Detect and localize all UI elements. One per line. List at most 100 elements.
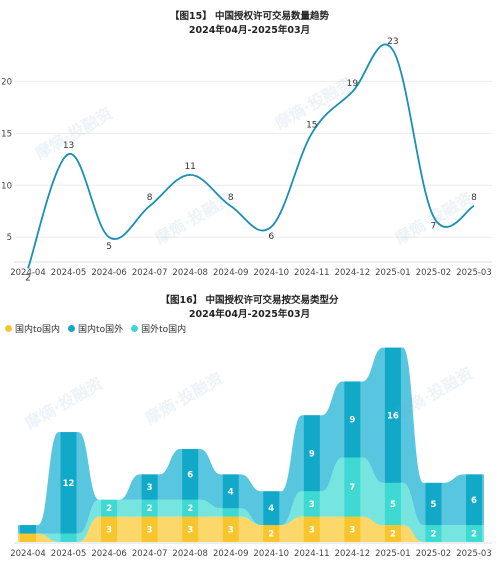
data-label: 11 — [184, 162, 195, 172]
segment-label: 2 — [268, 530, 274, 540]
legend-label: 国外to国内 — [141, 325, 187, 335]
segment-label: 9 — [349, 415, 355, 425]
data-label: 8 — [471, 193, 477, 203]
x-tick-label: 2025-02 — [416, 549, 452, 559]
x-tick-label: 2024-12 — [335, 268, 371, 278]
stack-segment — [182, 499, 199, 517]
data-label: 6 — [268, 232, 274, 242]
stack-segment — [344, 381, 361, 458]
x-tick-label: 2024-11 — [294, 549, 330, 559]
legend-item-domestic-to-foreign[interactable]: 国内to国外 — [68, 322, 123, 335]
stack-segment — [222, 516, 239, 542]
stack-segment — [101, 516, 118, 542]
segment-label: 4 — [228, 487, 234, 497]
segment-label: 3 — [309, 525, 315, 535]
segment-label: 3 — [349, 525, 355, 535]
data-label: 5 — [106, 242, 112, 252]
x-tick-label: 2025-01 — [375, 549, 411, 559]
legend-label: 国内to国内 — [15, 325, 61, 335]
series-line — [27, 43, 475, 269]
segment-label: 4 — [268, 504, 274, 514]
segment-label: 6 — [471, 496, 477, 506]
segment-label: 3 — [187, 525, 193, 535]
segment-label: 3 — [147, 525, 153, 535]
stack-segment — [101, 499, 118, 517]
stack-segment — [20, 533, 36, 542]
segment-label: 6 — [187, 470, 193, 480]
x-tick-label: 2025-03 — [456, 549, 492, 559]
x-tick-label: 2025-02 — [416, 268, 452, 278]
x-tick-label: 2024-09 — [213, 549, 249, 559]
segment-label: 9 — [309, 449, 315, 459]
data-label: 8 — [147, 193, 153, 203]
legend-item-foreign-to-domestic[interactable]: 国外to国内 — [131, 322, 186, 335]
x-tick-label: 2024-09 — [213, 268, 249, 278]
segment-label: 2 — [106, 504, 112, 514]
x-tick-label: 2024-12 — [335, 549, 371, 559]
segment-label: 2 — [390, 530, 396, 540]
stack-segment — [344, 457, 361, 517]
x-tick-label: 2024-05 — [51, 268, 87, 278]
x-tick-label: 2024-04 — [10, 268, 46, 278]
segment-label: 12 — [63, 479, 75, 489]
x-tick-label: 2025-03 — [456, 268, 492, 278]
y-tick-label: 10 — [1, 181, 12, 191]
data-label: 8 — [228, 193, 234, 203]
data-label: 15 — [306, 120, 317, 130]
stack-segment — [182, 516, 199, 542]
data-label: 2 — [25, 273, 31, 283]
area-band — [18, 457, 484, 542]
stack-segment — [303, 491, 320, 517]
x-tick-label: 2024-06 — [91, 549, 127, 559]
stack-segment — [466, 525, 482, 542]
x-tick-label: 2024-06 — [91, 268, 127, 278]
legend-dot-yellow — [5, 325, 12, 332]
line-chart: 5 10 15 20 2024-04 2024-05 2024-06 2024-07 2024-… — [1, 37, 492, 283]
x-tick-label: 2024-05 — [51, 549, 87, 559]
x-tick-label: 2025-01 — [375, 268, 411, 278]
stack-segment — [222, 508, 239, 517]
x-tick-label: 2024-07 — [132, 268, 168, 278]
chart2-legend: 国内to国内 国内to国外 国外to国内 — [5, 322, 186, 335]
stack-segment — [384, 525, 401, 542]
data-label: 13 — [63, 141, 74, 151]
segment-label: 5 — [390, 500, 396, 510]
segment-label: 5 — [430, 500, 436, 510]
x-tick-label: 2024-08 — [172, 268, 208, 278]
data-label: 19 — [347, 79, 359, 89]
data-label: 7 — [431, 221, 437, 231]
area-band — [18, 347, 484, 534]
stack-segment — [466, 474, 482, 526]
stack-segment — [182, 449, 199, 500]
stack-segment — [303, 415, 320, 492]
x-tick-label: 2024-04 — [10, 549, 46, 559]
stack-segment — [141, 499, 158, 517]
stack-segment — [425, 525, 442, 542]
stack-segment — [263, 525, 280, 542]
segment-label: 2 — [187, 504, 193, 514]
stack-segment — [141, 516, 158, 542]
segment-label: 3 — [309, 500, 315, 510]
segment-label: 3 — [228, 525, 234, 535]
stack-segment — [263, 491, 280, 526]
stack-segment — [344, 516, 361, 542]
y-tick-label: 5 — [7, 233, 12, 243]
stack-segment — [141, 474, 158, 500]
segment-label: 2 — [147, 504, 153, 514]
legend-label: 国内to国外 — [78, 325, 124, 335]
chart1-subtitle: 2024年04月-2025年03月 — [188, 25, 311, 36]
legend-dot-cyan — [131, 325, 139, 332]
chart1-title: 【图15】 中国授权许可交易数量趋势 — [169, 11, 330, 22]
y-tick-label: 15 — [1, 129, 12, 139]
segment-label: 3 — [147, 483, 153, 493]
stack-segment — [384, 482, 401, 526]
x-tick-label: 2024-10 — [254, 268, 290, 278]
stack-segment — [60, 432, 77, 534]
chart2-subtitle: 2024年04月-2025年03月 — [188, 309, 311, 320]
stacked-area-chart: 3 3 3 3 2 3 3 2 2 2 2 3 7 5 2 2 12 3 6 4 4 9 9 16 5 6 2024-04 2024-… — [10, 347, 492, 559]
legend-item-domestic-to-domestic[interactable]: 国内to国内 — [5, 322, 60, 335]
stack-segment — [60, 533, 77, 542]
stack-segment — [20, 525, 36, 534]
segment-label: 16 — [387, 411, 399, 421]
stack-segment — [384, 347, 401, 483]
